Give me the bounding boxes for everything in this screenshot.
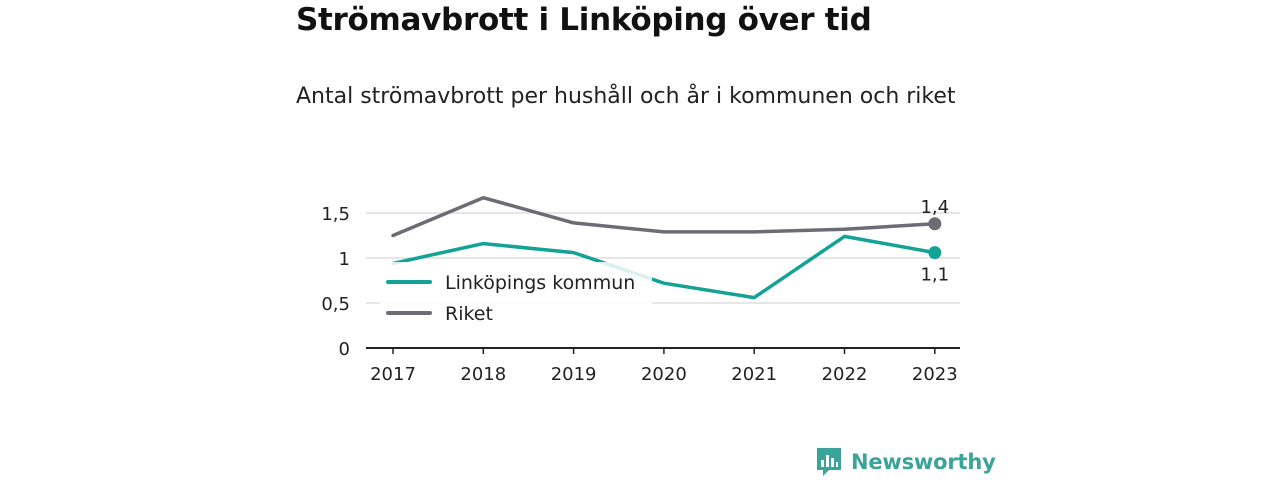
series-endpoint-linkoping xyxy=(928,246,942,260)
legend: Linköpings kommun Riket xyxy=(380,262,652,332)
x-tick-label: 2021 xyxy=(731,364,777,385)
newsworthy-logo: Newsworthy xyxy=(815,446,996,478)
end-labels: 1,4 1,1 xyxy=(920,197,949,286)
series-line-riket xyxy=(391,195,937,238)
x-axis-ticks: 2017 2018 2019 2020 2021 2022 2023 xyxy=(366,347,960,385)
brand-name: Newsworthy xyxy=(851,450,996,474)
y-axis-ticks: 0 0,5 1 1,5 xyxy=(321,204,350,360)
x-tick-label: 2018 xyxy=(460,364,506,385)
x-tick-label: 2019 xyxy=(551,364,597,385)
legend-background xyxy=(380,262,652,332)
chart-subtitle: Antal strömavbrott per hushåll och år i … xyxy=(296,84,956,109)
x-tick-label: 2017 xyxy=(370,364,416,385)
series-line-linkoping xyxy=(391,234,937,300)
newsworthy-logo-icon xyxy=(817,448,841,476)
end-label-riket: 1,4 xyxy=(920,197,949,218)
chart-title: Strömavbrott i Linköping över tid xyxy=(296,2,872,38)
x-tick-label: 2020 xyxy=(641,364,687,385)
series-endpoint-riket xyxy=(928,217,942,231)
legend-label-linkoping: Linköpings kommun xyxy=(445,272,635,294)
y-tick-label: 0 xyxy=(339,339,350,360)
y-tick-label: 1,5 xyxy=(321,204,350,225)
x-tick-label: 2022 xyxy=(822,364,868,385)
end-label-linkoping: 1,1 xyxy=(920,265,949,286)
x-tick-label: 2023 xyxy=(912,364,958,385)
series-layer xyxy=(391,195,942,300)
y-tick-label: 1 xyxy=(339,249,350,270)
legend-label-riket: Riket xyxy=(445,303,493,325)
y-tick-label: 0,5 xyxy=(321,294,350,315)
